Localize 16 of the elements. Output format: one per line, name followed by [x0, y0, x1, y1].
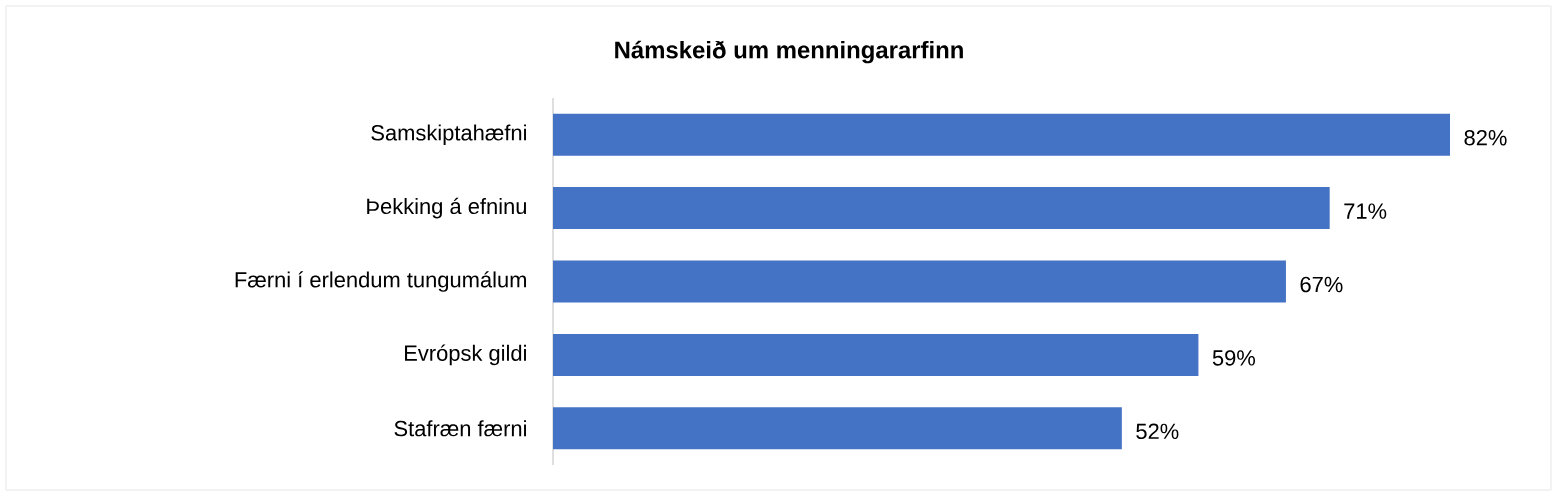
y-tick-label: Færni í erlendum tungumálum [235, 271, 526, 292]
bar [553, 113, 1451, 156]
bar [553, 187, 1330, 230]
bar [553, 333, 1199, 376]
data-label: 52% [1136, 423, 1179, 440]
y-tick-label: Samskiptahæfni [371, 124, 526, 145]
bar [553, 260, 1286, 303]
data-label: 82% [1464, 129, 1507, 146]
y-tick-label: Evrópsk gildi [405, 344, 526, 366]
y-tick-label: Stafræn færni [394, 420, 526, 437]
data-label: 71% [1344, 203, 1387, 219]
data-label: 59% [1212, 350, 1256, 366]
data-label: 67% [1300, 276, 1343, 293]
y-tick-label: Þekking á efninu [367, 197, 526, 219]
chart-title: Námskeið um menningararfinn [615, 40, 963, 64]
bar [553, 407, 1122, 450]
